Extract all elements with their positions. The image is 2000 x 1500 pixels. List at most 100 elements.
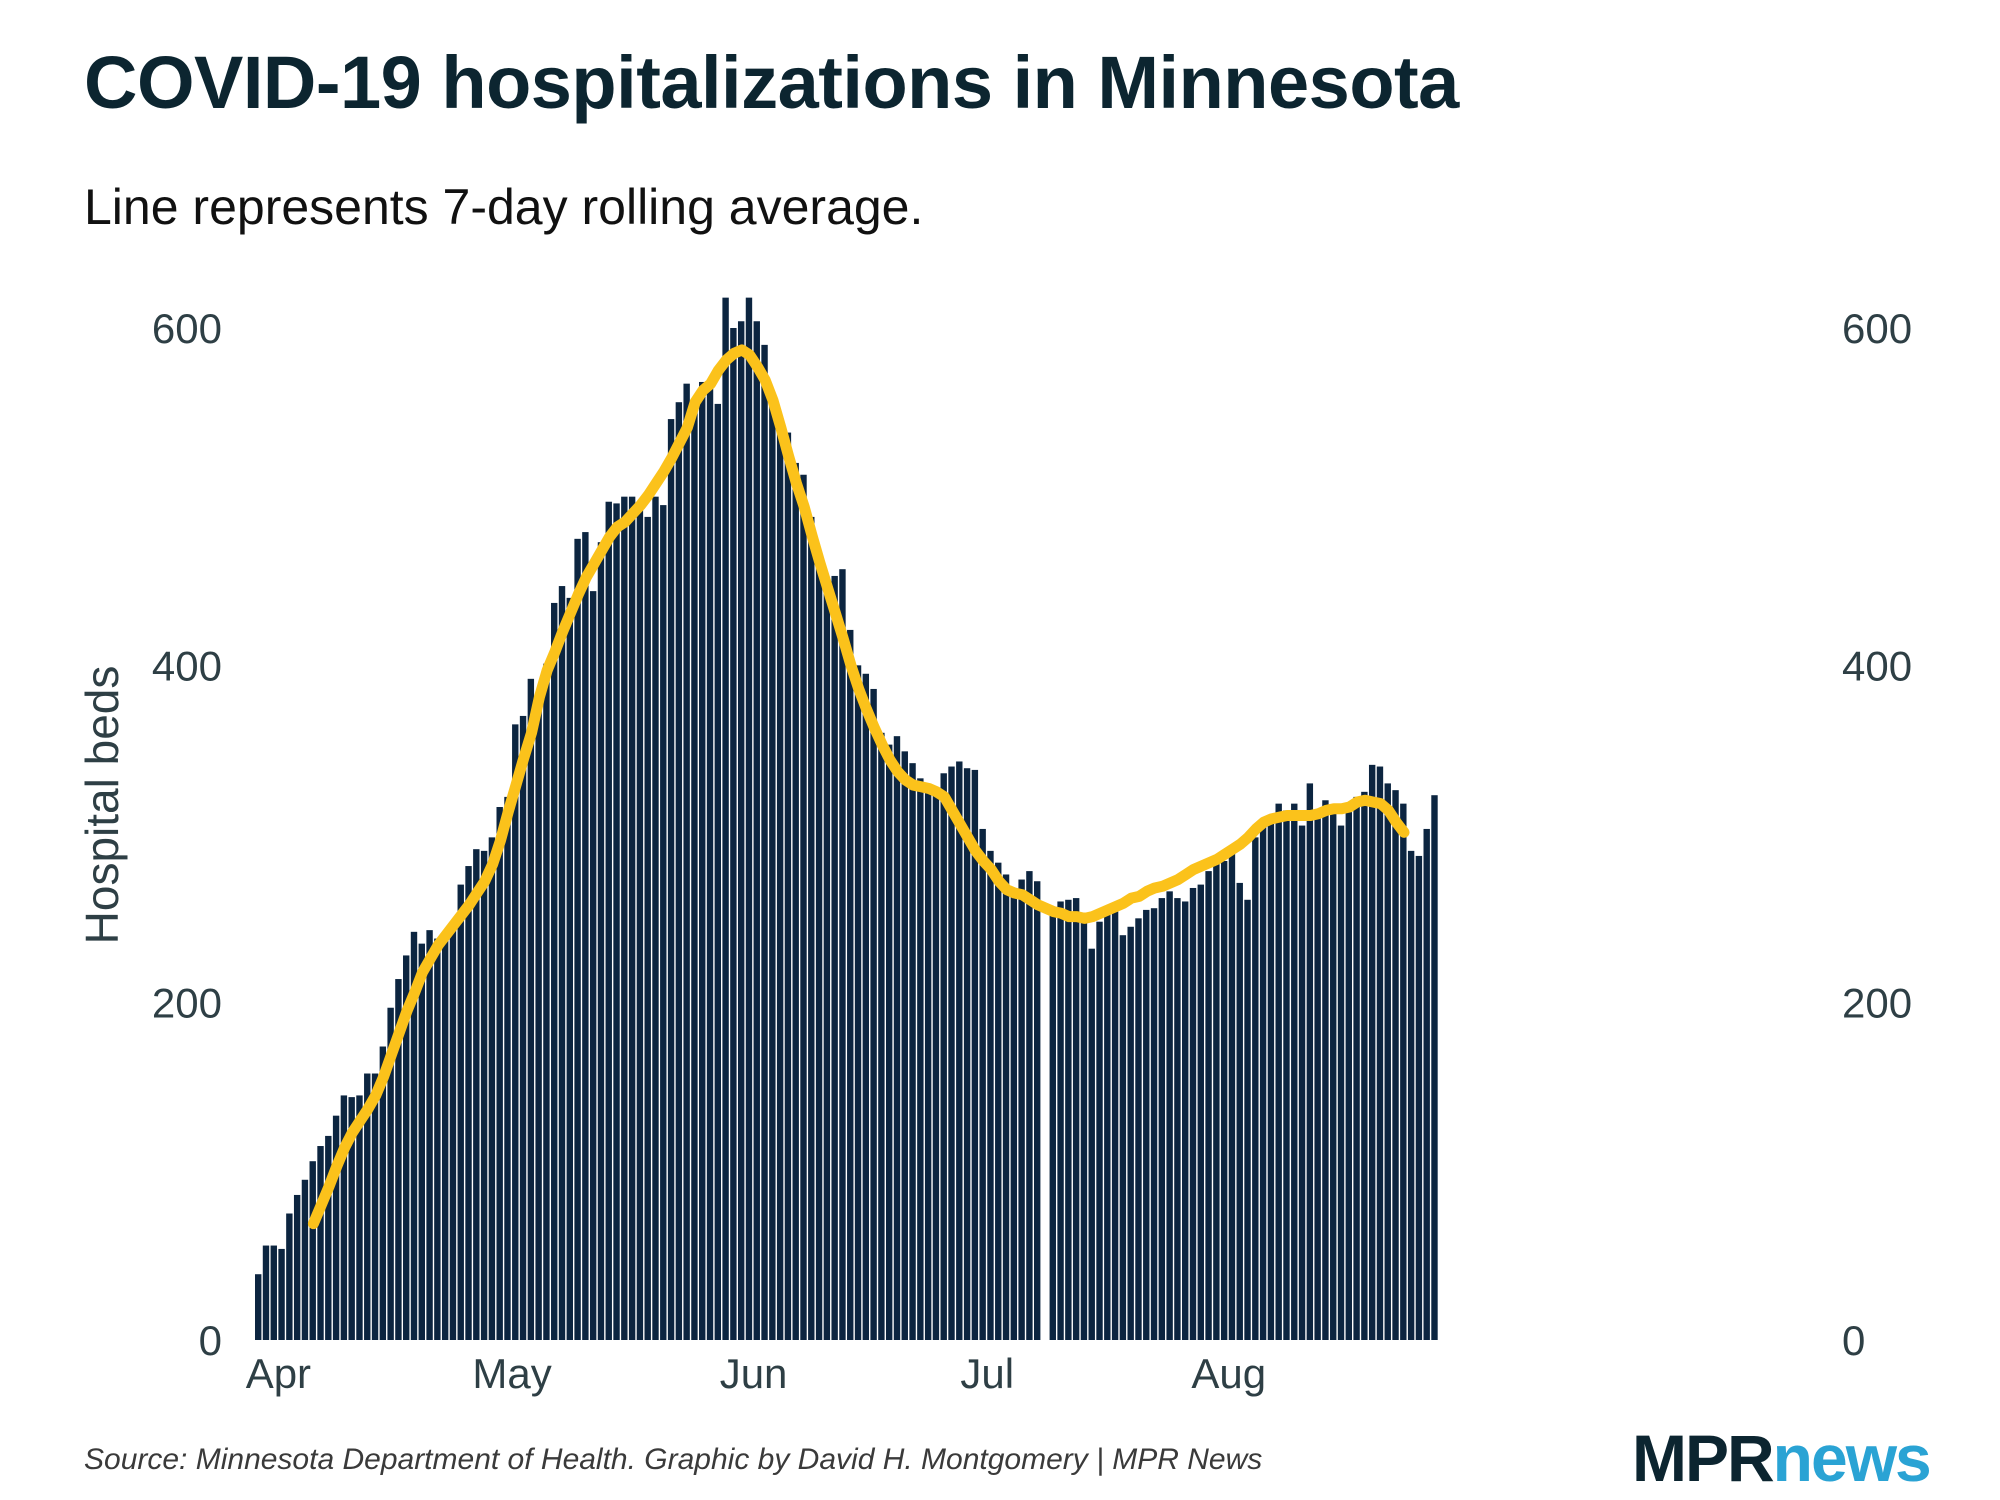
bar <box>667 419 675 1341</box>
bar <box>434 938 441 1340</box>
bar <box>979 828 986 1340</box>
bar <box>1275 803 1282 1340</box>
bar <box>1166 891 1173 1340</box>
bar <box>1361 791 1368 1340</box>
bar <box>815 555 823 1340</box>
chart-title: COVID-19 hospitalizations in Minnesota <box>84 41 1459 124</box>
bar <box>488 837 496 1340</box>
bar <box>753 321 760 1340</box>
bar <box>901 751 908 1340</box>
bar <box>1189 887 1197 1340</box>
bar <box>1104 908 1111 1340</box>
bar <box>387 1007 394 1340</box>
bar <box>480 850 488 1340</box>
bar <box>1220 860 1228 1340</box>
rolling-average-line <box>307 344 1410 1230</box>
y-axis-left: 0 200 400 600 <box>152 305 222 1364</box>
bar <box>1182 901 1189 1340</box>
bar <box>519 715 527 1340</box>
bar <box>1080 921 1088 1340</box>
bar <box>691 407 698 1340</box>
bar <box>1158 898 1166 1340</box>
bar <box>1252 837 1259 1340</box>
bar <box>410 931 418 1340</box>
bar <box>558 586 566 1340</box>
bar <box>1197 884 1204 1340</box>
bar <box>597 542 605 1340</box>
bar <box>473 849 480 1340</box>
bar <box>1150 908 1158 1340</box>
bar <box>636 508 644 1341</box>
bar <box>441 938 449 1340</box>
bar <box>1306 783 1314 1340</box>
bar <box>255 1274 262 1340</box>
bar <box>1267 817 1275 1340</box>
bar <box>325 1135 332 1340</box>
bar <box>1330 807 1337 1340</box>
y-tick-label: 200 <box>152 980 222 1027</box>
x-tick-label: May <box>472 1350 551 1397</box>
bar <box>457 884 464 1340</box>
y-tick-label: 600 <box>152 305 222 352</box>
bar <box>862 673 870 1340</box>
bar <box>1431 795 1438 1340</box>
bar <box>1088 948 1095 1340</box>
logo-news: news <box>1772 1421 1932 1495</box>
bar <box>948 766 955 1340</box>
bar <box>1337 825 1345 1340</box>
bar <box>613 503 620 1340</box>
bar <box>730 328 737 1340</box>
mpr-news-logo: MPRnews <box>1632 1420 1932 1496</box>
bar <box>286 1213 293 1340</box>
bar <box>1345 812 1352 1340</box>
bar <box>371 1073 379 1340</box>
bar <box>551 602 558 1340</box>
bar <box>1072 898 1080 1340</box>
bar <box>706 381 714 1341</box>
bar <box>644 516 651 1340</box>
bar <box>878 732 885 1340</box>
bar <box>683 383 690 1340</box>
bar <box>1368 764 1376 1340</box>
bar <box>543 663 550 1340</box>
bar <box>660 505 667 1341</box>
x-tick-label: Jun <box>720 1350 788 1397</box>
x-tick-label: Jul <box>960 1350 1014 1397</box>
y-axis-right: 0 200 400 600 <box>1842 305 1912 1364</box>
x-tick-label: Aug <box>1191 1350 1266 1397</box>
bar <box>714 403 722 1340</box>
x-tick-label: Apr <box>246 1350 311 1397</box>
bar <box>995 862 1002 1340</box>
bar <box>1244 899 1251 1340</box>
bar <box>1384 783 1391 1340</box>
bar <box>309 1161 316 1340</box>
bar <box>1111 911 1119 1340</box>
bar <box>1096 921 1103 1340</box>
bar <box>699 381 706 1341</box>
bar <box>356 1095 363 1340</box>
bar <box>1174 898 1181 1340</box>
bar <box>839 569 846 1340</box>
bar <box>1259 825 1267 1340</box>
bar <box>1213 859 1220 1340</box>
bar <box>340 1095 348 1340</box>
bar-series <box>255 297 1438 1341</box>
bar <box>1283 810 1290 1340</box>
bar <box>1057 901 1064 1340</box>
bar <box>963 768 971 1340</box>
bar <box>628 496 636 1340</box>
bar <box>332 1115 340 1340</box>
bar <box>823 577 831 1340</box>
bar <box>449 928 457 1340</box>
bar <box>1065 899 1072 1340</box>
bar <box>589 591 597 1340</box>
bar <box>885 744 893 1340</box>
bar <box>776 429 784 1340</box>
bar <box>1135 918 1142 1340</box>
bar <box>956 761 963 1340</box>
bar <box>808 516 815 1340</box>
bar <box>403 955 410 1340</box>
bar <box>917 778 924 1340</box>
bar <box>870 688 877 1340</box>
